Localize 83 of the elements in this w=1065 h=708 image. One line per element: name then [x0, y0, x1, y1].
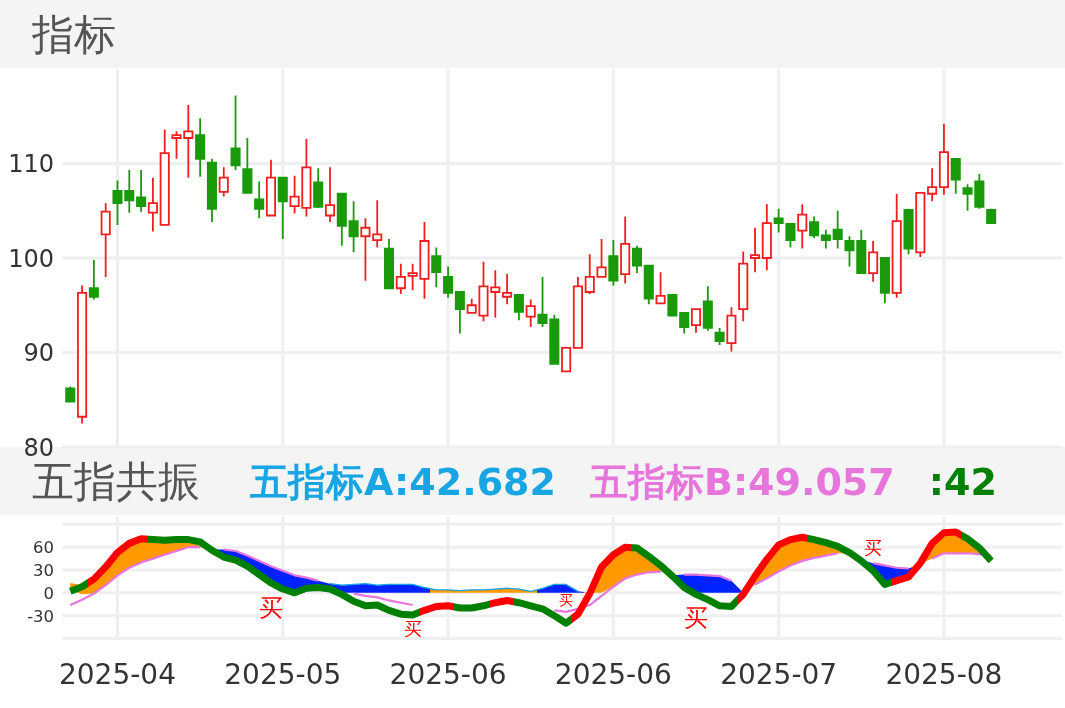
candlestick: [561, 345, 572, 373]
candlestick: [903, 207, 914, 256]
candlestick: [620, 215, 631, 285]
y-tick-label: 90: [23, 339, 54, 368]
candlestick: [136, 169, 147, 213]
data-label: 买: [684, 604, 708, 632]
candlestick: [65, 385, 76, 404]
candlestick: [206, 157, 217, 223]
x-tick-label: 2025-07: [720, 658, 838, 692]
candlestick: [868, 240, 879, 283]
y-tick-label: 100: [8, 244, 54, 273]
candlestick: [218, 166, 229, 198]
candlestick: [879, 257, 890, 305]
candlestick: [525, 298, 536, 328]
candlestick: [655, 271, 666, 305]
candlestick: [596, 238, 607, 279]
candlestick: [230, 94, 241, 172]
candlestick: [986, 207, 997, 224]
candlestick: [809, 215, 820, 240]
y-tick-label: 0: [43, 583, 54, 603]
candlestick: [454, 291, 465, 335]
candlestick: [738, 250, 749, 323]
candlestick: [667, 293, 678, 317]
candlestick: [348, 200, 359, 254]
series-label: :42: [928, 459, 997, 504]
candlestick: [431, 246, 442, 289]
candlestick: [195, 117, 206, 178]
candlestick: [631, 244, 642, 275]
candlestick: [797, 203, 808, 250]
candlestick: [726, 306, 737, 353]
candlestick: [360, 217, 371, 282]
candlestick: [832, 209, 843, 250]
candlestick: [265, 158, 277, 217]
chart-title: 指标: [31, 10, 116, 60]
data-label: 买: [559, 592, 574, 609]
candlestick: [643, 264, 654, 306]
y-tick-label: 30: [33, 560, 54, 580]
candlestick: [147, 176, 158, 233]
candlestick: [324, 166, 336, 223]
candlestick: [679, 311, 690, 335]
y-tick-label: 110: [8, 150, 54, 179]
series-label: 五指标B:49.057: [589, 459, 895, 504]
y-tick-label: 60: [33, 538, 54, 558]
candlestick: [690, 308, 702, 334]
candlestick: [100, 202, 111, 278]
candlestick: [915, 191, 926, 258]
candlestick: [927, 167, 938, 203]
candlestick: [159, 128, 170, 227]
text: 五指标A:42.682: [250, 459, 556, 504]
x-tick-label: 2025-08: [885, 658, 1003, 692]
data-label: 买: [258, 593, 283, 622]
candlestick: [384, 238, 395, 290]
x-tick-label: 2025-06: [389, 658, 507, 692]
line-series: [329, 583, 579, 592]
candlestick: [820, 228, 831, 250]
candlestick: [395, 262, 406, 295]
candlestick: [242, 137, 253, 195]
candlestick: [443, 265, 454, 299]
candlestick: [336, 192, 347, 247]
candlestick: [88, 258, 99, 301]
candlestick: [313, 167, 324, 209]
candlestick: [950, 157, 961, 195]
candlestick: [608, 239, 619, 287]
candlestick: [372, 199, 383, 249]
candlestick: [502, 273, 513, 306]
candlestick: [77, 284, 88, 425]
candlestick: [702, 285, 713, 332]
candlestick: [750, 226, 761, 274]
candlestick: [513, 293, 524, 322]
candlestick: [714, 327, 725, 346]
y-tick-label: -30: [27, 606, 54, 626]
x-tick-label: 2025-05: [224, 658, 342, 692]
candlestick: [277, 176, 288, 240]
data-label: 买: [864, 537, 883, 559]
candlestick: [891, 192, 902, 299]
x-tick-label: 2025-04: [58, 658, 176, 692]
candlestick: [572, 276, 583, 350]
data-label: 买: [403, 618, 422, 640]
candlestick: [761, 203, 772, 272]
candlestick: [584, 253, 595, 295]
candlestick: [254, 180, 265, 220]
candlestick: [938, 122, 949, 196]
x-tick-label: 2025-06: [554, 658, 672, 692]
